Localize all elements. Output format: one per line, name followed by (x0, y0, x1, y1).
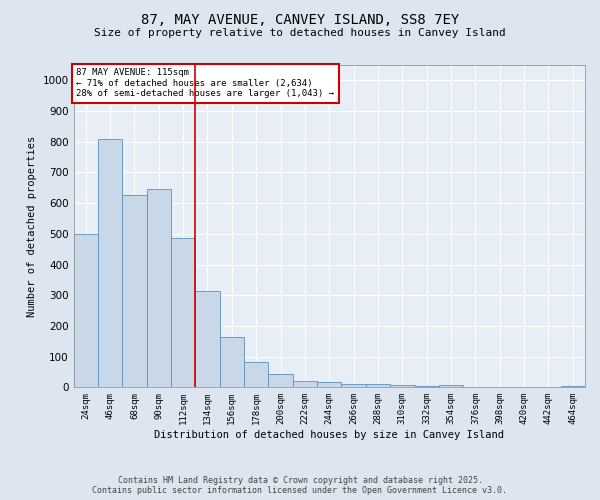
Bar (415, 386, 439, 388)
Y-axis label: Number of detached properties: Number of detached properties (27, 136, 37, 317)
Bar (122, 196, 146, 388)
Bar (171, 238, 196, 388)
Text: Size of property relative to detached houses in Canvey Island: Size of property relative to detached ho… (94, 28, 506, 38)
Bar (560, 386, 585, 388)
X-axis label: Distribution of detached houses by size in Canvey Island: Distribution of detached houses by size … (154, 430, 504, 440)
Bar (488, 386, 512, 388)
Bar (366, 384, 390, 388)
Bar (220, 338, 244, 388)
Bar (74, 234, 98, 388)
Text: 87, MAY AVENUE, CANVEY ISLAND, SS8 7EY: 87, MAY AVENUE, CANVEY ISLAND, SS8 7EY (141, 12, 459, 26)
Bar (268, 374, 293, 388)
Bar (317, 382, 341, 388)
Bar (146, 190, 171, 388)
Bar (439, 385, 463, 388)
Text: Contains HM Land Registry data © Crown copyright and database right 2025.
Contai: Contains HM Land Registry data © Crown c… (92, 476, 508, 495)
Bar (244, 362, 268, 388)
Bar (196, 291, 220, 388)
Bar (390, 385, 415, 388)
Text: 87 MAY AVENUE: 115sqm
← 71% of detached houses are smaller (2,634)
28% of semi-d: 87 MAY AVENUE: 115sqm ← 71% of detached … (76, 68, 334, 98)
Bar (98, 138, 122, 388)
Bar (293, 380, 317, 388)
Bar (341, 384, 366, 388)
